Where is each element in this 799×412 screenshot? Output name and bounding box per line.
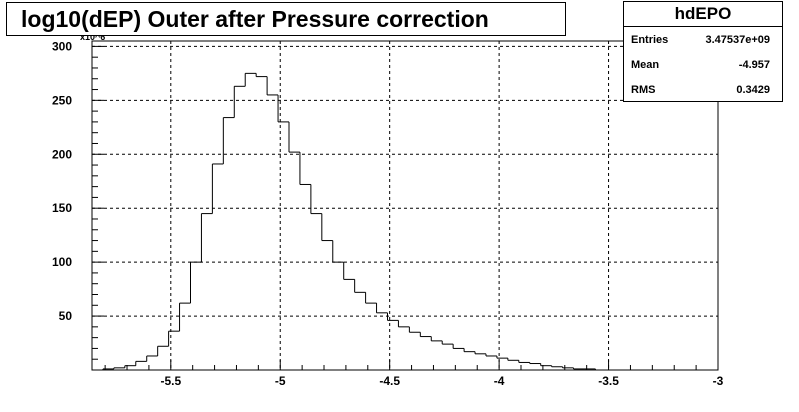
- y-tick-label: 150: [52, 201, 72, 215]
- histogram-bin: [354, 279, 366, 293]
- histogram-bin: [474, 351, 486, 355]
- histogram-bin: [365, 292, 377, 304]
- histogram-bin: [244, 72, 257, 87]
- stats-label: Entries: [631, 33, 669, 46]
- stats-label: Mean: [631, 58, 660, 71]
- histogram-bin: [485, 353, 497, 357]
- histogram-bin: [124, 365, 136, 368]
- plot-frame: [91, 40, 719, 371]
- histogram-bin: [430, 336, 443, 342]
- histogram-bin: [168, 330, 180, 347]
- x-tick-label: -5: [275, 374, 286, 388]
- stats-row-rms: RMS 0.3429: [624, 77, 782, 102]
- stats-value: -4.957: [738, 58, 770, 71]
- histogram-bin: [441, 340, 454, 345]
- stats-label: RMS: [631, 83, 656, 96]
- histogram-bin: [343, 262, 355, 280]
- histogram-bin: [573, 367, 585, 370]
- x-tick-label: -5.5: [160, 374, 181, 388]
- histogram-bin: [277, 94, 289, 123]
- axis-layer: -5.5 -5 -4.5 -4 -3.5 -3 50 100 150 200 250 300: [52, 39, 724, 388]
- x-tick-label: -4.5: [379, 374, 400, 388]
- histogram-bin: [496, 355, 508, 359]
- histogram-bin: [266, 76, 279, 96]
- y-tick-label: 250: [52, 93, 72, 107]
- y-tick-label: 300: [52, 39, 72, 53]
- histogram-bin: [200, 213, 213, 263]
- histogram-bin: [146, 355, 158, 362]
- histogram-bin: [222, 117, 235, 164]
- histogram-bin: [376, 303, 388, 314]
- histogram-bin: [408, 326, 421, 333]
- histogram-bin: [507, 358, 519, 361]
- stats-value: 3.47537e+09: [705, 33, 770, 46]
- histogram-bin: [321, 213, 333, 242]
- chart-title: log10(dEP) Outer after Pressure correcti…: [6, 2, 566, 36]
- histogram-bin: [386, 312, 399, 321]
- histogram-bin: [189, 261, 202, 304]
- stats-box: hdEPO Entries 3.47537e+09 Mean -4.957 RM…: [623, 1, 783, 102]
- x-tick-label: -3.5: [598, 374, 619, 388]
- histogram-bin: [135, 360, 147, 366]
- histogram-bin: [255, 73, 268, 78]
- histogram-bin: [452, 344, 465, 349]
- grid-layer: [92, 41, 719, 370]
- histogram-layer: [102, 72, 651, 371]
- y-tick-label: 50: [59, 309, 73, 323]
- stats-row-entries: Entries 3.47537e+09: [624, 27, 782, 52]
- histogram-bin: [419, 332, 432, 338]
- stats-value: 0.3429: [736, 83, 770, 96]
- x-tick-label: -3: [713, 374, 724, 388]
- histogram-bin: [463, 348, 476, 353]
- y-tick-label: 200: [52, 147, 72, 161]
- histogram-bin: [332, 240, 344, 263]
- stats-row-mean: Mean -4.957: [624, 52, 782, 77]
- histogram-bin: [562, 366, 574, 369]
- histogram-bin: [397, 320, 410, 328]
- histogram-bin: [529, 362, 541, 365]
- chart-title-text: log10(dEP) Outer after Pressure correcti…: [21, 5, 489, 32]
- histogram-bin: [157, 345, 169, 356]
- histogram-bin: [518, 360, 530, 363]
- histogram-bin: [310, 184, 322, 215]
- y-axis-exponent-label: x10^6: [80, 32, 105, 42]
- x-tick-label: -4: [494, 374, 505, 388]
- histogram-bin: [288, 121, 300, 153]
- histogram-bin: [551, 365, 563, 368]
- histogram-bin: [299, 152, 311, 185]
- histogram-bin: [233, 85, 246, 118]
- y-tick-label: 100: [52, 255, 72, 269]
- histogram-bin: [113, 367, 125, 369]
- stats-histogram-name: hdEPO: [624, 2, 782, 27]
- histogram-bin: [211, 163, 224, 214]
- histogram-bin: [540, 363, 552, 367]
- histogram-bin: [179, 302, 191, 332]
